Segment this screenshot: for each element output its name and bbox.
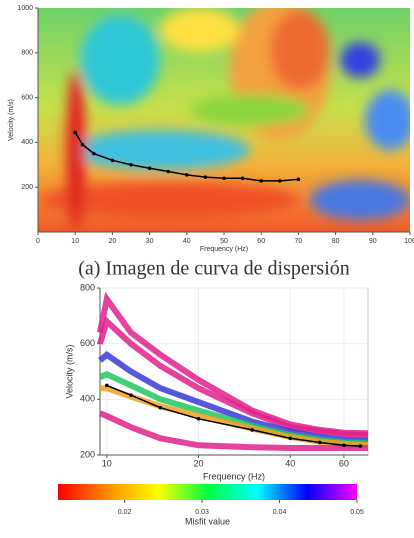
- y-tick-label: 600: [21, 94, 33, 101]
- caption: (a) Imagen de curva de dispersión: [78, 258, 350, 280]
- x-tick-label: 0: [36, 238, 40, 245]
- x-tick-label: 50: [220, 238, 228, 245]
- point: [296, 177, 301, 182]
- point: [147, 166, 152, 170]
- curve: [98, 410, 368, 451]
- point: [158, 405, 163, 410]
- y-tick-label: 800: [21, 50, 33, 57]
- y-tick-label: 600: [80, 338, 95, 348]
- x-tick-label: 40: [183, 238, 191, 245]
- point: [288, 436, 293, 441]
- point: [129, 393, 133, 397]
- colorbar-tick-label: 0.05: [350, 509, 364, 516]
- x-tick-label: 40: [285, 458, 295, 468]
- y-tick-label: 1000: [17, 5, 33, 12]
- point: [358, 444, 363, 448]
- point: [80, 142, 85, 147]
- y-tick-label: 200: [21, 184, 33, 191]
- x-tick-label: 60: [339, 458, 349, 468]
- x-tick-label: 70: [295, 238, 303, 245]
- x-axis-label: Frequency (Hz): [200, 246, 248, 253]
- y-axis-label: Velocity (m/s): [8, 99, 15, 141]
- point: [110, 158, 115, 163]
- point: [104, 383, 109, 388]
- x-tick-label: 100: [404, 238, 414, 245]
- x-tick-label: 10: [102, 458, 112, 468]
- point: [73, 130, 77, 135]
- y-tick-label: 200: [80, 449, 95, 459]
- x-tick-label: 30: [146, 238, 154, 245]
- colorbar-label: Misfit value: [185, 516, 230, 526]
- colorbar-tick-label: 0.04: [273, 509, 287, 516]
- point: [259, 179, 264, 183]
- point: [278, 179, 282, 183]
- point: [250, 428, 254, 432]
- point: [222, 176, 226, 181]
- curve: [97, 315, 369, 438]
- x-tick-label: 90: [369, 238, 377, 245]
- x-tick-label: 20: [193, 458, 203, 468]
- x-tick-label: 10: [71, 238, 79, 245]
- colorbar: [58, 484, 357, 500]
- point: [129, 163, 133, 167]
- point: [240, 176, 245, 181]
- x-tick-label: 80: [332, 238, 340, 245]
- colorbar-tick-label: 0.02: [118, 509, 132, 516]
- point: [166, 169, 170, 174]
- point: [185, 173, 189, 177]
- curve: [74, 131, 299, 182]
- dispersion-image: [38, 8, 410, 232]
- y-tick-label: 400: [21, 139, 33, 146]
- x-tick-label: 60: [257, 238, 265, 245]
- point: [196, 417, 201, 421]
- colorbar-tick-label: 0.03: [195, 509, 209, 516]
- y-axis-label: Velocity (m/s): [64, 344, 74, 398]
- x-tick-label: 20: [109, 238, 117, 245]
- curve: [100, 385, 369, 448]
- point: [92, 151, 96, 156]
- point: [342, 443, 346, 448]
- point: [203, 175, 208, 179]
- x-axis-label: Frequency (Hz): [203, 471, 265, 481]
- point: [317, 440, 322, 445]
- y-tick-label: 400: [80, 394, 95, 404]
- y-tick-label: 800: [80, 282, 95, 292]
